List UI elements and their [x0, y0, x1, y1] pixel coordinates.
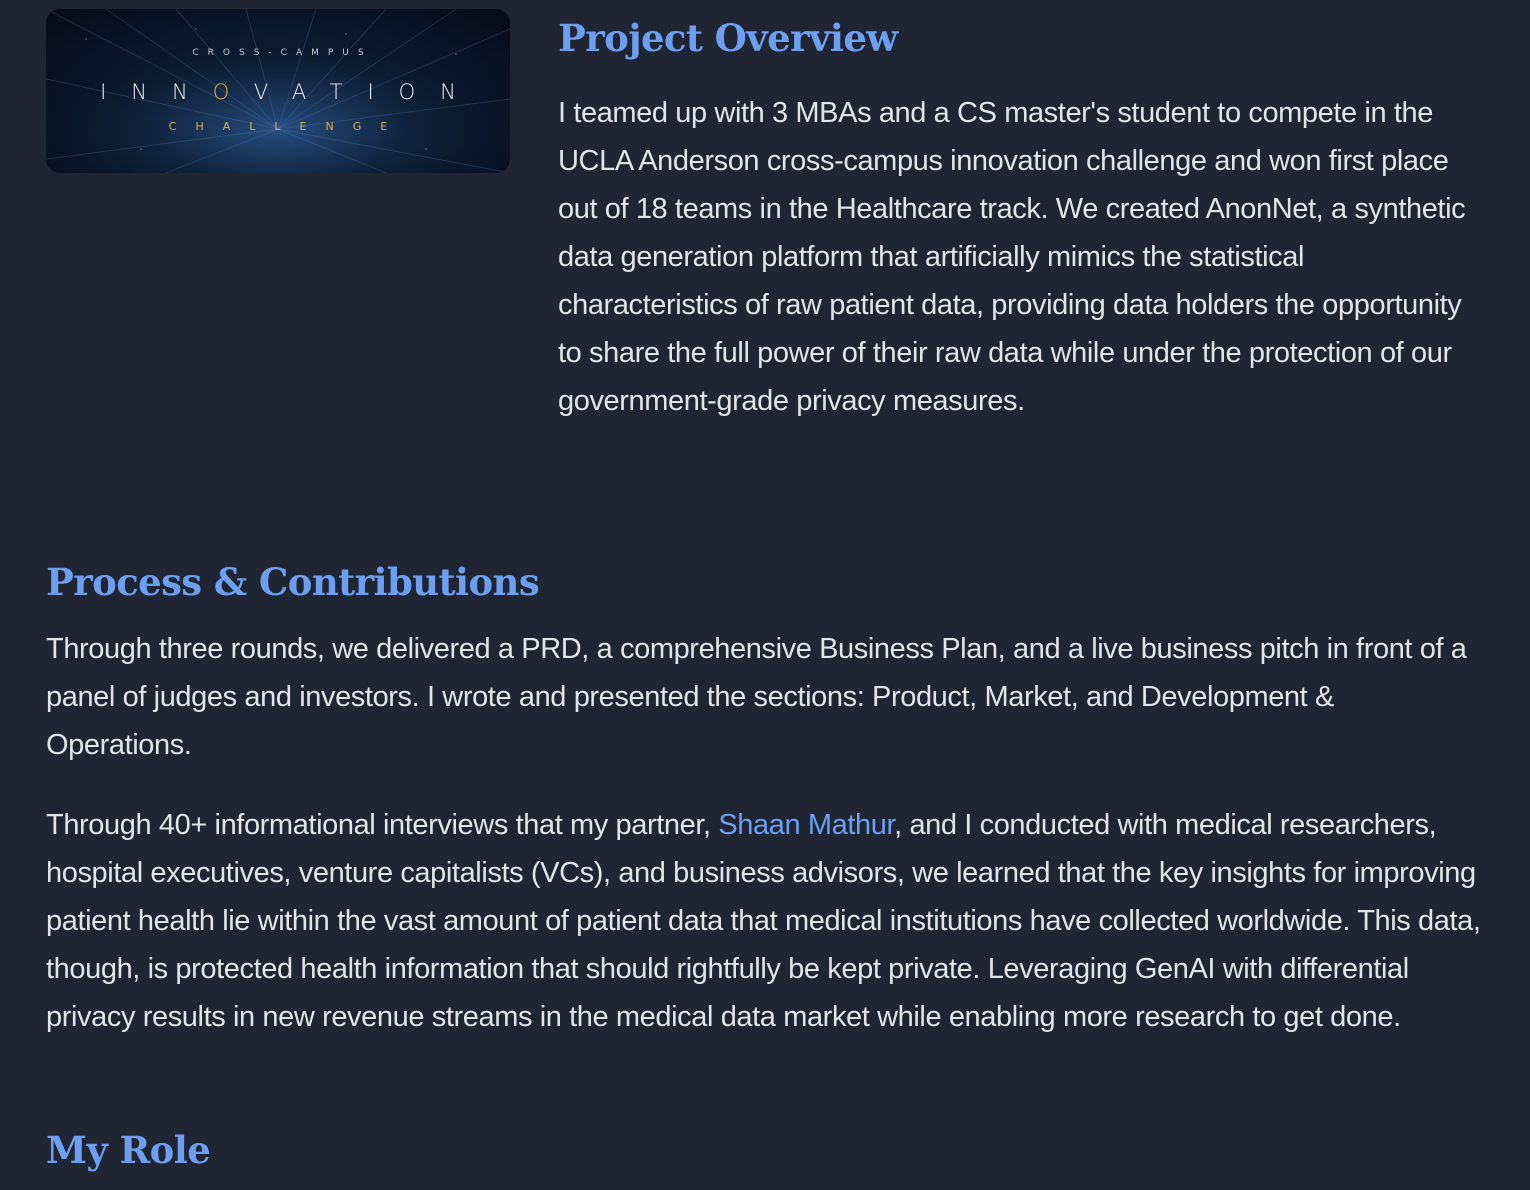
banner-subtitle-text: CHALLENGE — [168, 120, 407, 133]
my-role-heading: My Role — [46, 1128, 211, 1172]
process-contributions-heading: Process & Contributions — [46, 560, 540, 604]
process-paragraph-2-rest: , and I conducted with medical researche… — [46, 809, 1481, 1033]
project-overview-heading: Project Overview — [558, 16, 898, 60]
process-paragraph-1: Through three rounds, we delivered a PRD… — [46, 633, 1467, 761]
banner-title-o-logo: O — [212, 80, 254, 104]
light-rays-background — [46, 9, 510, 173]
process-paragraph-2: Through 40+ informational interviews tha… — [46, 801, 1486, 1041]
banner-title-part1: INN — [100, 80, 213, 104]
partner-link-shaan-mathur[interactable]: Shaan Mathur — [718, 809, 895, 841]
banner-title-part2: VATION — [253, 80, 481, 104]
banner-eyebrow-text: CROSS-CAMPUS — [192, 48, 373, 58]
process-paragraph-2-lead: Through 40+ informational interviews tha… — [46, 809, 719, 841]
project-overview-body: I teamed up with 3 MBAs and a CS master'… — [558, 97, 1466, 417]
banner-title-text: INNOVATION — [46, 80, 510, 104]
innovation-challenge-banner: CROSS-CAMPUS INNOVATION CHALLENGE — [46, 9, 510, 173]
